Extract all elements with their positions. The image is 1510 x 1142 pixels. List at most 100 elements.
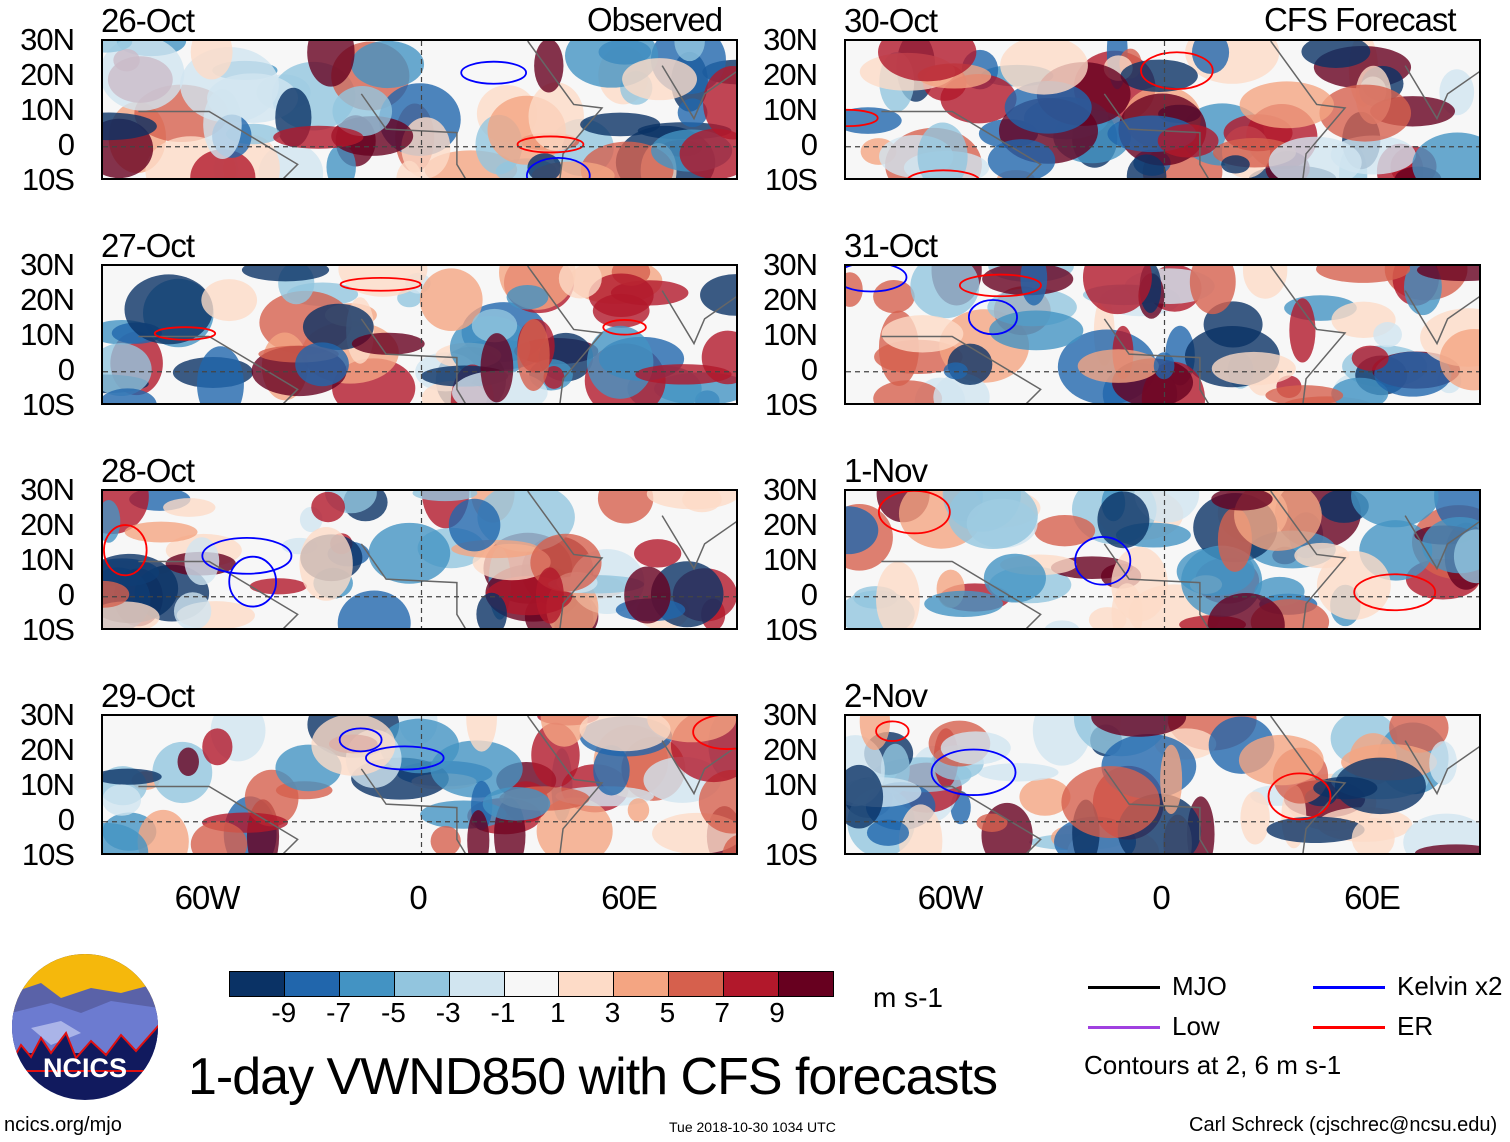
wind-anomaly-patch	[1266, 816, 1365, 844]
wind-anomaly-patch	[412, 491, 478, 502]
wind-anomaly-patch	[679, 128, 736, 178]
wind-anomaly-patch	[190, 41, 233, 80]
lat-label: 30N	[763, 22, 818, 57]
wind-anomaly-patch	[351, 332, 425, 355]
er-contour	[1267, 772, 1332, 821]
wind-anomaly-patch	[299, 526, 353, 601]
lat-label: 10S	[21, 837, 75, 872]
wind-anomaly-patch	[273, 125, 364, 149]
wind-anomaly-patch	[634, 539, 682, 568]
lat-label: 10S	[764, 387, 818, 422]
lat-label: 30N	[20, 472, 75, 507]
kelvin-contour	[201, 537, 293, 575]
footer-timestamp: Tue 2018-10-30 1034 UTC	[669, 1119, 836, 1135]
wind-anomaly-patch	[1334, 757, 1426, 815]
lat-label: 0	[800, 802, 818, 837]
lon-label: 0	[409, 879, 427, 916]
lat-label: 10S	[764, 837, 818, 872]
map-panel-26-Oct	[101, 39, 738, 180]
footer-url: ncics.org/mjo	[4, 1114, 122, 1136]
wind-anomaly-patch	[337, 590, 411, 628]
colorbar-tick-label: -7	[326, 997, 352, 1028]
wind-anomaly-patch	[1111, 546, 1168, 622]
colorbar-swatch	[394, 972, 450, 996]
wind-anomaly-patch	[1189, 266, 1236, 315]
kelvin-contour	[338, 727, 383, 753]
er-contour	[516, 135, 585, 154]
wind-anomaly-patch	[1429, 741, 1457, 785]
panel-date: 28-Oct	[101, 452, 195, 489]
wind-anomaly-patch	[1004, 81, 1092, 134]
coastline	[138, 491, 736, 628]
wind-anomaly-patch	[177, 747, 199, 777]
wind-anomaly-patch	[103, 112, 157, 141]
colorbar-tick-label: -9	[271, 997, 297, 1028]
colorbar-swatch	[339, 972, 395, 996]
wind-anomaly-patch	[873, 279, 915, 314]
wind-anomaly-patch	[878, 41, 977, 82]
wind-anomaly-patch	[1019, 778, 1071, 816]
wind-anomaly-patch	[1191, 41, 1230, 74]
panel-date: 27-Oct	[101, 227, 195, 264]
wind-anomaly-patch	[332, 86, 393, 137]
wind-anomaly-patch	[977, 763, 1059, 782]
panel-date: 1-Nov	[844, 452, 928, 489]
lat-label: 10N	[763, 92, 818, 127]
colorbar-swatch	[779, 972, 833, 996]
wind-anomaly-patch	[1316, 266, 1411, 283]
wind-anomaly-patch	[580, 112, 661, 137]
wind-anomaly-patch	[924, 590, 1003, 617]
colorbar-tick-label: 9	[769, 997, 785, 1028]
er-contour	[877, 491, 951, 535]
colorbar-swatch	[284, 972, 340, 996]
wind-anomaly-patch	[1034, 515, 1096, 547]
wind-anomaly-patch	[1207, 592, 1285, 628]
wind-anomaly-patch	[1120, 59, 1198, 92]
lat-label: 20N	[763, 732, 818, 767]
colorbar-tick-label: -5	[380, 997, 406, 1028]
lat-label: 20N	[20, 732, 75, 767]
panel-date: 30-Oct	[844, 2, 938, 39]
wind-anomaly-patch	[517, 319, 550, 391]
colorbar-swatch	[449, 972, 505, 996]
wind-anomaly-patch	[859, 716, 891, 751]
lat-label: 10S	[21, 387, 75, 422]
wind-anomaly-patch	[396, 160, 423, 178]
er-contour	[1353, 573, 1437, 612]
er-contour	[153, 326, 217, 341]
wind-anomaly-patch	[910, 266, 980, 319]
wind-anomaly-patch	[368, 522, 451, 584]
er-contour	[103, 524, 148, 577]
wind-anomaly-patch	[722, 835, 736, 853]
wind-anomaly-patch	[586, 325, 654, 399]
wind-anomaly-patch	[506, 284, 549, 310]
wind-anomaly-patch	[1439, 328, 1479, 391]
lat-label: 10S	[764, 612, 818, 647]
wind-anomaly-patch	[527, 153, 562, 178]
wind-anomaly-patch	[1331, 377, 1389, 403]
lat-label: 10N	[763, 317, 818, 352]
lat-label: 10N	[20, 317, 75, 352]
colorbar-tick-label: 3	[604, 997, 621, 1028]
legend-line-er	[1313, 1026, 1385, 1029]
wind-anomaly-patch	[1157, 124, 1219, 158]
coastline	[881, 41, 1479, 178]
wind-anomaly-patch	[173, 592, 212, 628]
colorbar-swatch	[724, 972, 780, 996]
colorbar-swatch	[504, 972, 560, 996]
lat-label: 10S	[21, 612, 75, 647]
lat-label: 20N	[20, 282, 75, 317]
wind-anomaly-patch	[467, 810, 490, 853]
kelvin-contour	[365, 745, 445, 771]
lon-label: 60E	[1344, 879, 1401, 916]
wind-anomaly-patch	[535, 567, 564, 624]
er-contour	[875, 720, 910, 742]
wind-anomaly-patch	[1211, 491, 1273, 511]
map-panel-2-Nov	[844, 714, 1481, 855]
wind-anomaly-patch	[1389, 716, 1449, 753]
lat-label: 30N	[20, 697, 75, 732]
colorbar-tick-label: 5	[659, 997, 676, 1028]
coastline	[881, 266, 1479, 403]
colorbar-units: m s-1	[873, 982, 943, 1013]
wind-anomaly-patch	[190, 821, 248, 853]
